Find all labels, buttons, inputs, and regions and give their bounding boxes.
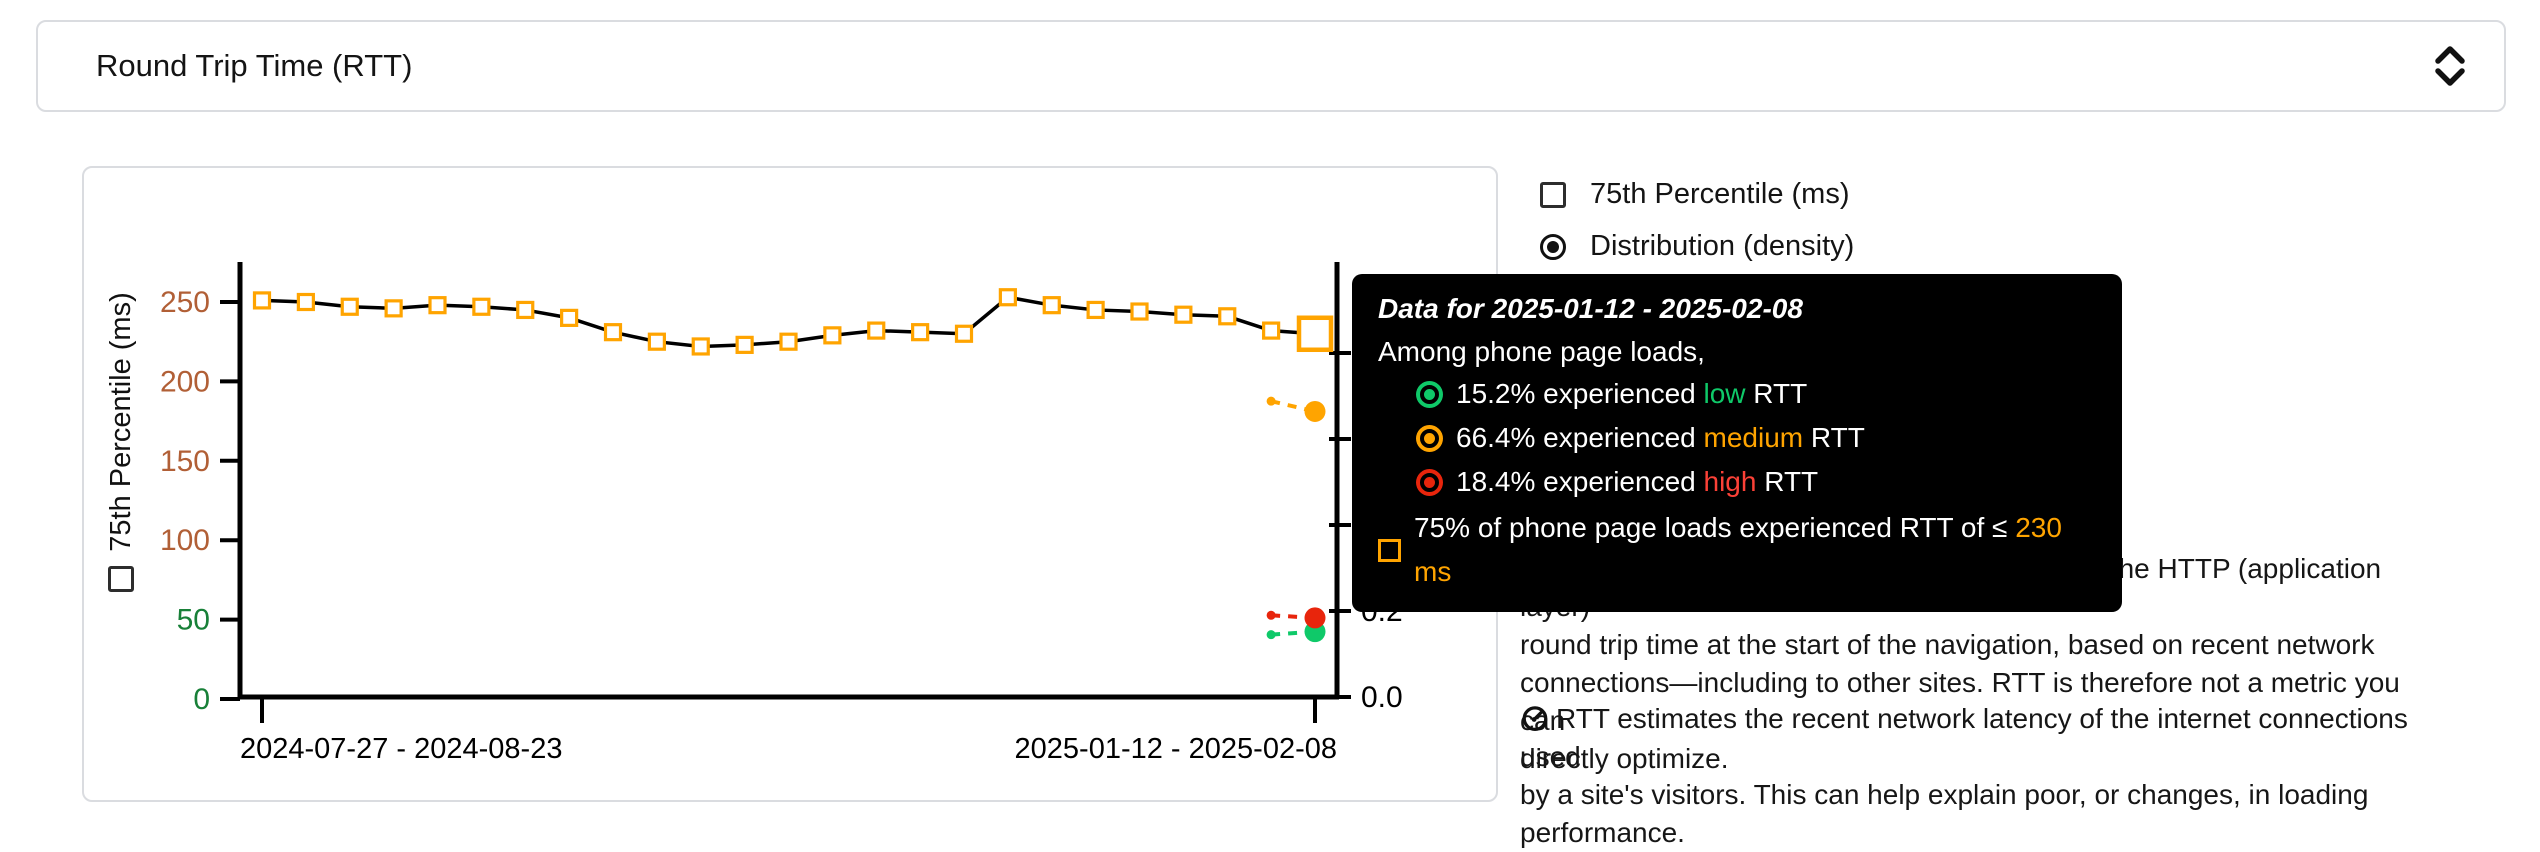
radio-icon[interactable] — [1540, 233, 1566, 260]
medium-rtt-dot-icon — [1416, 424, 1443, 452]
legend-item-percentile[interactable]: 75th Percentile (ms) — [1540, 178, 1854, 211]
left-axis-legend[interactable]: 75th Percentile (ms) — [103, 272, 139, 612]
chart-tooltip: Data for 2025-01-12 - 2025-02-08 Among p… — [1352, 274, 2122, 612]
series-legend: 75th Percentile (ms) Distribution (densi… — [1540, 178, 1854, 263]
tooltip-row-medium: 66.4% experienced medium RTT — [1378, 416, 2096, 460]
data-point-square[interactable] — [384, 299, 403, 318]
right-tick-label: 0.0 — [1361, 681, 1403, 714]
data-point-square[interactable] — [252, 291, 272, 310]
tooltip-title: Data for 2025-01-12 - 2025-02-08 — [1378, 293, 1803, 324]
tooltip-row-text: 15.2% experienced low RTT — [1456, 378, 1808, 409]
checkbox-icon[interactable] — [1540, 181, 1566, 208]
data-point-square[interactable] — [1218, 307, 1237, 326]
tooltip-subtitle: Among phone page loads, — [1378, 336, 1705, 367]
data-point-square[interactable] — [1042, 296, 1061, 315]
tooltip-threshold-row: 75% of phone page loads experienced RTT … — [1378, 506, 2096, 594]
data-point-square[interactable] — [1174, 305, 1193, 324]
tooltip-row-high: 18.4% experienced high RTT — [1378, 460, 2096, 504]
left-tick-label: 250 — [160, 286, 210, 319]
left-tick-label: 200 — [160, 365, 210, 398]
legend-item-label: Distribution (density) — [1590, 230, 1855, 262]
data-point-square-selected[interactable] — [1296, 315, 1334, 353]
data-point-square[interactable] — [647, 332, 666, 351]
data-point-square[interactable] — [296, 292, 315, 312]
density-prev-dot-low — [1266, 630, 1276, 640]
gauge-icon — [1522, 706, 1548, 732]
left-tick-label: 0 — [193, 683, 210, 716]
data-point-square[interactable] — [428, 296, 447, 315]
data-point-square[interactable] — [823, 326, 842, 345]
left-tick-label: 50 — [177, 604, 210, 637]
density-prev-dot-medium — [1266, 396, 1276, 406]
data-point-square[interactable] — [911, 323, 930, 342]
unfold-more-icon[interactable] — [2430, 44, 2470, 88]
description-paragraph-2: RTT estimates the recent network latency… — [1520, 703, 2408, 848]
data-point-square[interactable] — [1086, 300, 1105, 320]
left-axis-label: 75th Percentile (ms) — [104, 292, 137, 552]
x-tick-label-last: 2025-01-12 - 2025-02-08 — [1015, 733, 1337, 765]
x-tick-label-first: 2024-07-27 - 2024-08-23 — [240, 733, 562, 765]
metric-dropdown[interactable]: Round Trip Time (RTT) — [36, 20, 2506, 112]
data-point-square[interactable] — [867, 321, 886, 340]
chart-svg[interactable]: 2502001501005000.80.60.40.20.02024-07-27… — [82, 166, 1498, 802]
data-point-square[interactable] — [560, 308, 579, 327]
data-point-square[interactable] — [1130, 302, 1149, 321]
density-prev-dot-high — [1266, 610, 1276, 620]
percentile-checkbox-icon[interactable] — [108, 565, 134, 592]
metric-dropdown-value: Round Trip Time (RTT) — [96, 48, 413, 83]
data-point-square[interactable] — [779, 332, 798, 351]
data-point-square[interactable] — [998, 288, 1017, 307]
density-last-dot-medium[interactable] — [1304, 400, 1326, 422]
data-point-square[interactable] — [340, 297, 359, 316]
tooltip-row-text: 66.4% experienced medium RTT — [1456, 422, 1865, 453]
data-point-square[interactable] — [954, 324, 974, 343]
tooltip-row-low: 15.2% experienced low RTT — [1378, 372, 2096, 416]
tooltip-row-text: 18.4% experienced high RTT — [1456, 466, 1819, 497]
data-point-square[interactable] — [1262, 321, 1281, 340]
low-rtt-dot-icon — [1416, 380, 1443, 408]
legend-item-distribution[interactable]: Distribution (density) — [1540, 230, 1854, 263]
data-point-square[interactable] — [735, 335, 754, 354]
percentile-square-icon — [1378, 538, 1401, 562]
data-point-square[interactable] — [516, 300, 535, 320]
data-point-square[interactable] — [603, 323, 623, 342]
data-point-square[interactable] — [472, 297, 491, 316]
left-tick-label: 100 — [160, 524, 210, 557]
tooltip-threshold-text: 75% of phone page loads experienced RTT … — [1414, 512, 2062, 587]
data-point-square[interactable] — [691, 337, 710, 356]
density-last-dot-high[interactable] — [1304, 607, 1326, 629]
legend-item-label: 75th Percentile (ms) — [1590, 178, 1850, 210]
left-tick-label: 150 — [160, 445, 210, 478]
high-rtt-dot-icon — [1416, 468, 1443, 496]
